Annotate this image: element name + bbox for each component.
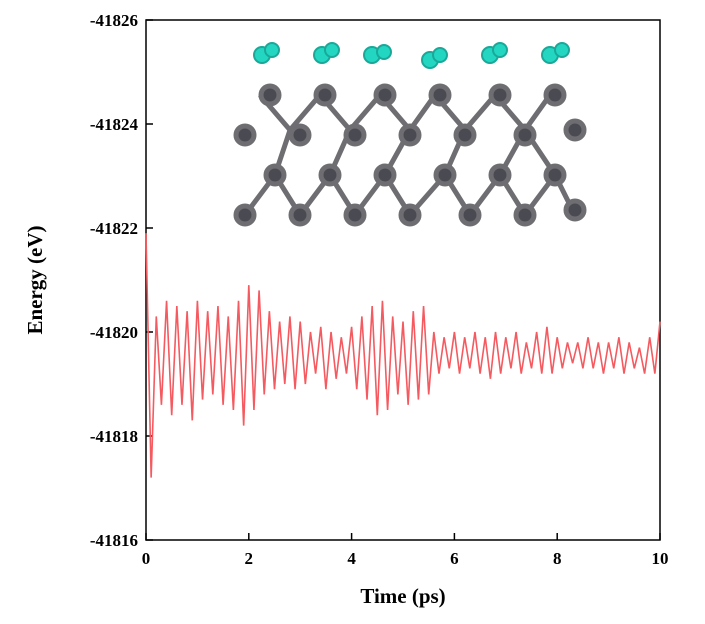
y-tick-label: -41826 xyxy=(90,11,138,30)
structure-inset xyxy=(233,42,587,227)
y-tick-label: -41820 xyxy=(90,323,138,342)
x-tick-label: 6 xyxy=(450,549,459,568)
y-tick-label: -41816 xyxy=(90,531,138,550)
x-tick-label: 8 xyxy=(553,549,562,568)
x-tick-label: 4 xyxy=(347,549,356,568)
y-tick-label: -41824 xyxy=(90,115,139,134)
y-axis-label: Energy (eV) xyxy=(23,225,47,334)
y-tick-label: -41822 xyxy=(90,219,138,238)
x-tick-label: 2 xyxy=(245,549,254,568)
x-axis-label: Time (ps) xyxy=(360,584,445,608)
x-tick-label: 0 xyxy=(142,549,151,568)
energy-line xyxy=(145,233,661,478)
y-tick-label: -41818 xyxy=(90,427,138,446)
plot-frame xyxy=(145,19,661,541)
x-tick-label: 10 xyxy=(652,549,669,568)
